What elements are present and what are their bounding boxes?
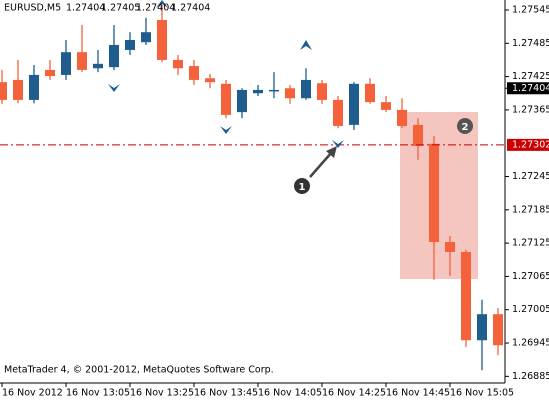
y-tick-label: 1.26945: [512, 338, 549, 349]
candle-body: [493, 314, 503, 346]
candle-body: [429, 143, 439, 243]
annotation-label: 1: [299, 182, 306, 193]
candle-body: [45, 69, 55, 77]
annotation-badge: [457, 118, 473, 134]
candle-body: [461, 252, 471, 341]
candle-body: [141, 32, 151, 43]
fractal-up: [300, 40, 312, 50]
fractal-down: [332, 140, 344, 148]
candle-body: [349, 83, 359, 125]
header-price: 1.27404: [66, 3, 105, 14]
y-tick-label: 1.27245: [512, 171, 549, 182]
candle-body: [13, 79, 23, 100]
x-tick-label: 16 Nov 14:25: [322, 388, 386, 399]
x-tick-label: 16 Nov 2012: [2, 388, 63, 399]
candle-body: [189, 66, 199, 80]
symbol-label: EURUSD,M5: [4, 3, 61, 14]
candle-body: [221, 83, 231, 115]
bid-label-box: [507, 82, 549, 95]
y-tick-label: 1.26885: [512, 371, 549, 382]
x-tick-label: 16 Nov 15:05: [450, 388, 514, 399]
candle-body: [397, 109, 407, 127]
candle-body: [157, 19, 167, 60]
header-price: 1.27404: [136, 3, 175, 14]
fractal-markers: [108, 0, 344, 148]
y-tick-label: 1.27125: [512, 238, 549, 249]
candle-body: [93, 63, 103, 69]
candle-body: [365, 83, 375, 103]
fractal-down: [108, 84, 120, 92]
candle-body: [253, 89, 263, 94]
y-tick-label: 1.27065: [512, 271, 549, 282]
x-tick-label: 16 Nov 13:45: [194, 388, 258, 399]
candle-body: [77, 52, 87, 70]
candle-body: [285, 88, 295, 99]
footer: MetaTrader 4, © 2001-2012, MetaQuotes So…: [4, 365, 274, 376]
candle-body: [173, 59, 183, 69]
candle-body: [109, 44, 119, 68]
fractal-up: [156, 0, 168, 8]
x-tick-label: 16 Nov 14:45: [386, 388, 450, 399]
candle-body: [269, 89, 279, 92]
candle-body: [445, 242, 455, 253]
candle-body: [0, 82, 7, 100]
candle-body: [125, 39, 135, 50]
candle-body: [477, 314, 487, 341]
level-label: 1.27302: [512, 139, 549, 150]
candle-body: [61, 52, 71, 75]
annotation-arrow: [309, 151, 333, 178]
annotation-label: 2: [462, 122, 469, 133]
candle-body: [205, 78, 215, 83]
y-tick-label: 1.27545: [512, 4, 549, 15]
header-price: 1.27405: [101, 3, 140, 14]
bid-label: 1.27404: [512, 83, 549, 94]
plot: [0, 4, 505, 371]
candle-body: [237, 89, 247, 113]
candle-body: [301, 79, 311, 99]
header-price: 1.27404: [171, 3, 210, 14]
annotation-badge: [294, 178, 310, 194]
candle-body: [381, 102, 391, 110]
candle-body: [317, 83, 327, 100]
y-tick-label: 1.27425: [512, 71, 549, 82]
level-label-box: [507, 138, 549, 151]
annotation-arrowhead: [326, 146, 337, 158]
candle-body: [29, 74, 39, 100]
y-tick-label: 1.27005: [512, 304, 549, 315]
x-tick-label: 16 Nov 14:05: [258, 388, 322, 399]
candle-body: [413, 124, 423, 146]
x-tick-label: 16 Nov 13:05: [66, 388, 130, 399]
y-tick-label: 1.27485: [512, 38, 549, 49]
fractal-down: [220, 126, 232, 134]
candle-body: [333, 99, 343, 127]
y-tick-label: 1.27185: [512, 204, 549, 215]
y-tick-label: 1.27365: [512, 104, 549, 115]
x-tick-label: 16 Nov 13:25: [130, 388, 194, 399]
